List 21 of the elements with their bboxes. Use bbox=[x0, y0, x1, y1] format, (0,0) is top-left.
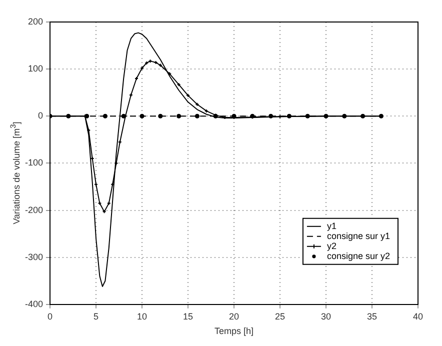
x-tick-label: 40 bbox=[412, 311, 424, 322]
y-tick-label: -300 bbox=[25, 252, 44, 262]
x-tick-label: 35 bbox=[366, 311, 378, 322]
x-tick-label: 15 bbox=[183, 311, 194, 322]
x-tick-label: 25 bbox=[274, 311, 286, 322]
x-tick-label: 20 bbox=[229, 311, 240, 322]
legend-label: consigne sur y2 bbox=[326, 250, 390, 261]
y-tick-label: 100 bbox=[28, 64, 44, 74]
y-tick-label: -400 bbox=[25, 298, 44, 309]
legend-label: y1 bbox=[326, 220, 336, 231]
legend-label: consigne sur y1 bbox=[326, 230, 390, 241]
y-tick-label: 200 bbox=[28, 16, 44, 26]
x-tick-label: 5 bbox=[94, 311, 99, 322]
x-tick-label: 0 bbox=[48, 311, 53, 322]
y-tick-label: -100 bbox=[25, 158, 44, 168]
x-tick-label: 10 bbox=[137, 311, 148, 322]
y-tick-label: -200 bbox=[25, 204, 44, 215]
y-tick-label: 0 bbox=[38, 110, 44, 121]
legend-label: y2 bbox=[326, 240, 336, 251]
x-tick-label: 30 bbox=[320, 311, 332, 322]
x-axis-title: Temps [h] bbox=[214, 326, 254, 336]
